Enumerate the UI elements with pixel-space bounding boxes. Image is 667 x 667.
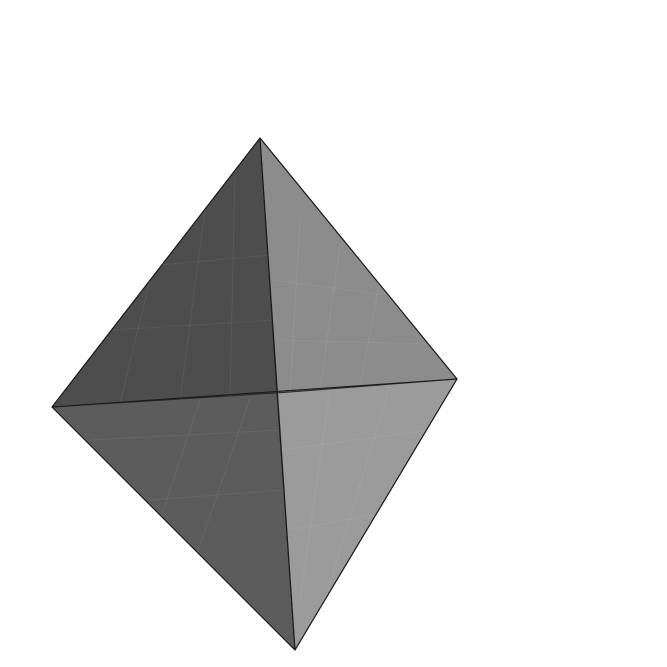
- equator-edge: [51, 378, 458, 408]
- surface-mesh: [89, 174, 431, 601]
- lower-right-face: [276, 378, 458, 651]
- front-vertical-edge: [259, 137, 296, 651]
- octahedron: [51, 137, 458, 651]
- upper-left-face: [51, 137, 278, 408]
- upper-right-face: [259, 137, 458, 394]
